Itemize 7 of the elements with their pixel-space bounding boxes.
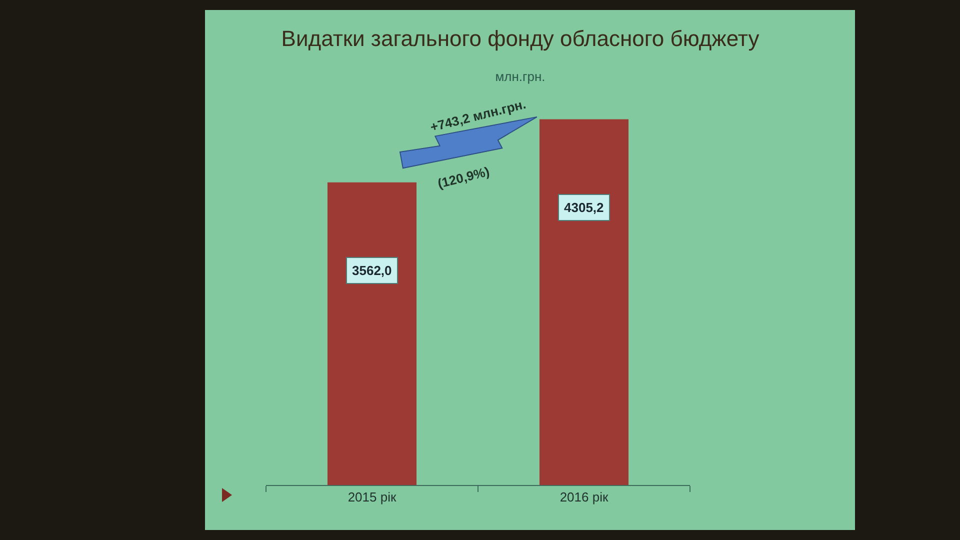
data-label: 4305,2 (564, 200, 604, 215)
annotation: +743,2 млн.грн. (428, 96, 528, 135)
chart-title: Видатки загального фонду обласного бюджету (281, 26, 760, 52)
chart-subtitle: млн.грн. (495, 69, 546, 84)
x-tick-label: 2016 рік (560, 490, 608, 505)
data-label: 3562,0 (352, 263, 392, 278)
x-tick-label: 2015 рік (348, 490, 396, 505)
